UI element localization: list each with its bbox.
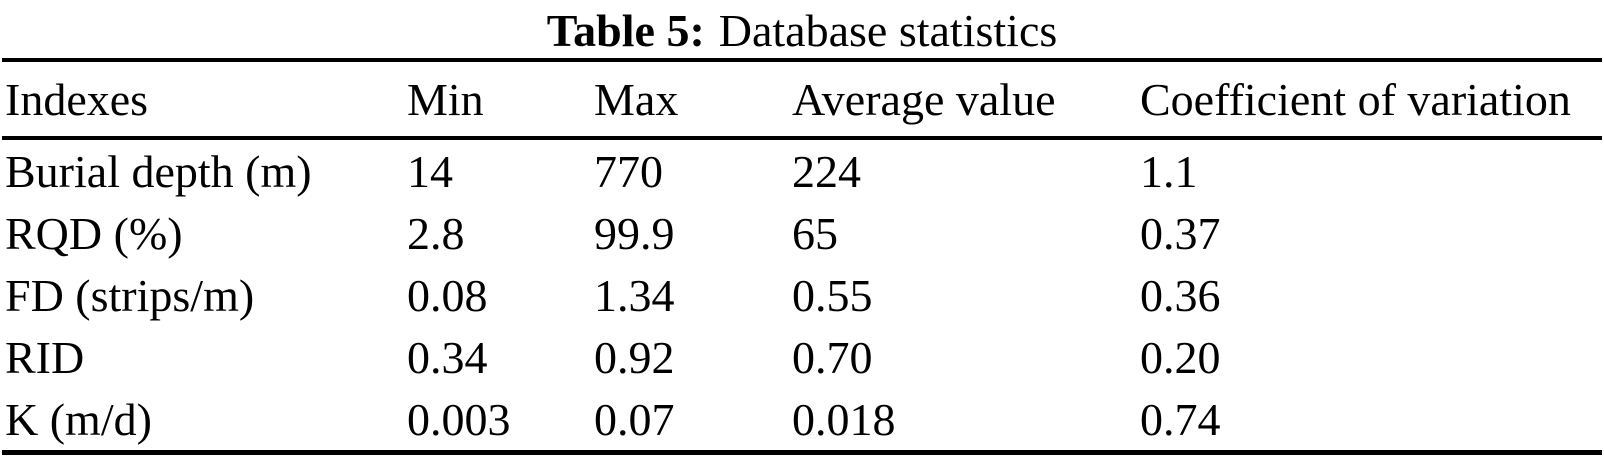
table-cell: 770 [594, 145, 663, 197]
table-cell: 1.34 [594, 269, 675, 321]
table-cell: RID [5, 331, 85, 383]
table-caption-text: Database statistics [718, 5, 1058, 56]
table-cell: 99.9 [594, 207, 675, 259]
table-cell: 0.36 [1140, 269, 1221, 321]
database-statistics-table: Indexes Min Max Average value Coefficien… [2, 58, 1602, 455]
table-cell: 0.55 [792, 269, 873, 321]
table-cell: 1.1 [1140, 145, 1198, 197]
table-cell: 14 [407, 145, 453, 197]
table-caption-label: Table 5: [546, 5, 705, 56]
table-cell: 0.37 [1140, 207, 1221, 259]
table-row: RQD (%) 2.8 99.9 65 0.37 [2, 202, 1602, 264]
table-cell: K (m/d) [5, 393, 152, 445]
table-cell: 65 [792, 207, 838, 259]
table-cell: 0.70 [792, 331, 873, 383]
column-header-average-value: Average value [792, 73, 1056, 125]
table-cell: 0.018 [792, 393, 896, 445]
table-cell: Burial depth (m) [5, 145, 312, 197]
table-cell: 0.08 [407, 269, 488, 321]
table-row: FD (strips/m) 0.08 1.34 0.55 0.36 [2, 264, 1602, 326]
table-row: K (m/d) 0.003 0.07 0.018 0.74 [2, 388, 1602, 453]
table-row: Burial depth (m) 14 770 224 1.1 [2, 138, 1602, 202]
table-cell: 224 [792, 145, 861, 197]
column-header-coefficient-of-variation: Coefficient of variation [1140, 73, 1571, 125]
table-cell: 0.20 [1140, 331, 1221, 383]
table-cell: 0.34 [407, 331, 488, 383]
table-cell: 0.07 [594, 393, 675, 445]
column-header-indexes: Indexes [5, 73, 149, 125]
table-header-row: Indexes Min Max Average value Coefficien… [2, 60, 1602, 138]
table-cell: 0.92 [594, 331, 675, 383]
table-body: Burial depth (m) 14 770 224 1.1 RQD (%) 2.8 99.… [2, 138, 1602, 453]
table-cell: RQD (%) [5, 207, 183, 259]
column-header-max: Max [594, 73, 679, 125]
table-caption: Table 5: Database statistics [0, 0, 1604, 58]
table-row: RID 0.34 0.92 0.70 0.20 [2, 326, 1602, 388]
table-cell: 2.8 [407, 207, 465, 259]
column-header-min: Min [407, 73, 484, 125]
table-cell: 0.74 [1140, 393, 1221, 445]
table-cell: FD (strips/m) [5, 269, 255, 321]
table-cell: 0.003 [407, 393, 511, 445]
